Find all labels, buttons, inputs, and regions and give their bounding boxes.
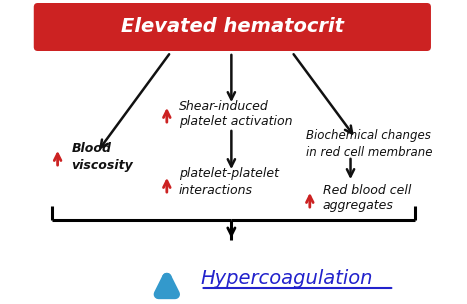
Text: Biochemical changes
in red cell membrane: Biochemical changes in red cell membrane [306, 130, 432, 158]
Text: Blood
viscosity: Blood viscosity [71, 143, 133, 171]
Text: platelet-platelet
interactions: platelet-platelet interactions [179, 168, 279, 196]
Text: Elevated hematocrit: Elevated hematocrit [121, 18, 344, 36]
Text: Hypercoagulation: Hypercoagulation [201, 270, 373, 288]
Text: Shear-induced
platelet activation: Shear-induced platelet activation [179, 99, 292, 129]
FancyBboxPatch shape [34, 3, 431, 51]
Text: Red blood cell
aggregates: Red blood cell aggregates [323, 184, 411, 212]
